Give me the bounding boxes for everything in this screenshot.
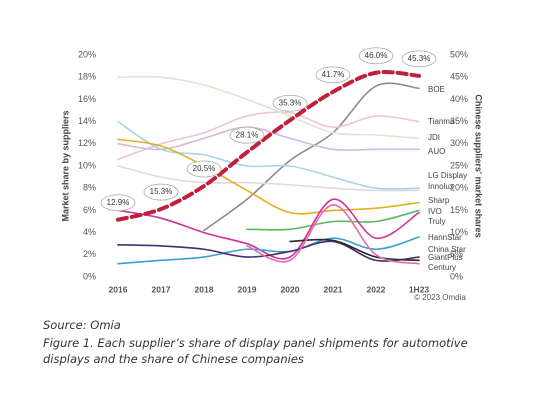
supplier-line xyxy=(246,209,420,231)
label-bubble xyxy=(315,66,351,84)
label-bubble xyxy=(358,47,394,65)
y-tick-label: 20% xyxy=(78,49,96,59)
y-tick-label: 0% xyxy=(83,271,96,281)
x-tick-label: 1H23 xyxy=(409,284,430,294)
chinese-share-line xyxy=(116,70,421,222)
y2-tick-label: 30% xyxy=(450,138,468,148)
caption: Figure 1. Each supplier’s share of displ… xyxy=(43,336,468,350)
y-tick-label: 6% xyxy=(83,205,96,215)
x-tick-label: 2022 xyxy=(367,284,386,294)
series-label: AUO xyxy=(428,147,445,156)
y-tick-label: 8% xyxy=(83,183,96,193)
y2-tick-label: 45% xyxy=(450,72,468,82)
data-label: 20.5% xyxy=(193,164,216,173)
label-bubble xyxy=(100,194,136,212)
y2-axis-title: Chinese suppliers' market shares xyxy=(474,94,484,237)
series-label: Century xyxy=(428,263,456,272)
series-label: BOE xyxy=(428,85,445,94)
y-tick-label: 10% xyxy=(78,160,96,170)
series-label: HannStar xyxy=(428,233,462,242)
data-label: 45.3% xyxy=(408,54,431,63)
y2-tick-label: 25% xyxy=(450,160,468,170)
data-label: 12.9% xyxy=(107,198,130,207)
series-label: IVO xyxy=(428,207,442,216)
y2-tick-label: 35% xyxy=(450,116,468,126)
y2-tick-label: 20% xyxy=(450,183,468,193)
x-tick-label: 2017 xyxy=(152,284,171,294)
y2-tick-label: 5% xyxy=(450,249,463,259)
credit: © 2023 Omdia xyxy=(414,293,466,302)
y-tick-label: 16% xyxy=(78,94,96,104)
data-label: 15.3% xyxy=(150,187,173,196)
series-label: Sharp xyxy=(428,196,450,205)
supplier-line xyxy=(117,111,420,161)
y-tick-label: 4% xyxy=(83,227,96,237)
x-tick-label: 2018 xyxy=(195,284,214,294)
y-tick-label: 14% xyxy=(78,116,96,126)
series-label: China Star xyxy=(428,245,466,254)
series-label: GiantPlus xyxy=(428,253,463,262)
x-tick-label: 2019 xyxy=(238,284,257,294)
x-tick-label: 2021 xyxy=(324,284,343,294)
y2-tick-label: 10% xyxy=(450,227,468,237)
chart: Market share by suppliers Chinese suppli… xyxy=(60,47,484,302)
x-tick-label: 2016 xyxy=(109,284,128,294)
y-tick-label: 2% xyxy=(83,249,96,259)
y-axis-title: Market share by suppliers xyxy=(60,110,70,221)
y2-tick-label: 50% xyxy=(450,49,468,59)
y-tick-label: 12% xyxy=(78,138,96,148)
supplier-line xyxy=(117,240,420,262)
series-label: Innolux xyxy=(428,182,454,191)
label-bubble xyxy=(229,126,265,144)
supplier-line xyxy=(117,165,420,192)
series-label: JDI xyxy=(428,133,440,142)
supplier-line xyxy=(117,126,420,151)
y2-tick-label: 0% xyxy=(450,271,463,281)
supplier-line xyxy=(117,75,420,140)
label-bubble xyxy=(143,183,179,201)
series-label: LG Display xyxy=(428,171,467,180)
y2-tick-label: 15% xyxy=(450,205,468,215)
source: Source: Omia xyxy=(43,318,121,332)
supplier-line xyxy=(289,238,420,262)
data-label: 41.7% xyxy=(322,70,345,79)
series-label: Truly xyxy=(428,217,445,226)
label-bubble xyxy=(272,94,308,112)
supplier-line xyxy=(117,138,420,215)
label-bubble xyxy=(186,160,222,178)
series-label: Tianma xyxy=(428,117,455,126)
y2-tick-label: 40% xyxy=(450,94,468,104)
supplier-line xyxy=(117,198,420,260)
data-label: 28.1% xyxy=(236,130,259,139)
x-tick-label: 2020 xyxy=(281,284,300,294)
caption: displays and the share of Chinese compan… xyxy=(43,352,304,366)
y-tick-label: 18% xyxy=(78,72,96,82)
supplier-line xyxy=(246,204,420,265)
data-label: 46.0% xyxy=(365,51,388,60)
supplier-line xyxy=(117,236,420,265)
label-bubble xyxy=(401,50,437,68)
data-label: 35.3% xyxy=(279,98,302,107)
supplier-line xyxy=(117,120,420,190)
